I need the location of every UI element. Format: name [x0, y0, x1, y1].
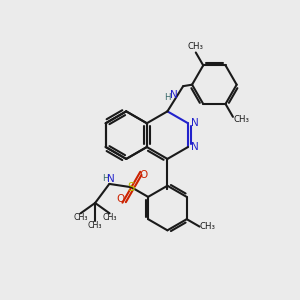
Text: N: N [107, 174, 115, 184]
Text: O: O [139, 170, 147, 180]
Text: S: S [128, 181, 135, 194]
Text: CH₃: CH₃ [188, 42, 204, 51]
Text: CH₃: CH₃ [102, 213, 117, 222]
Text: N: N [191, 142, 198, 152]
Text: CH₃: CH₃ [200, 222, 216, 231]
Text: N: N [191, 118, 198, 128]
Text: CH₃: CH₃ [73, 213, 88, 222]
Text: CH₃: CH₃ [234, 115, 250, 124]
Text: CH₃: CH₃ [88, 221, 102, 230]
Text: H: H [103, 174, 109, 183]
Text: H: H [164, 93, 170, 102]
Text: N: N [170, 90, 178, 100]
Text: O: O [117, 194, 125, 204]
